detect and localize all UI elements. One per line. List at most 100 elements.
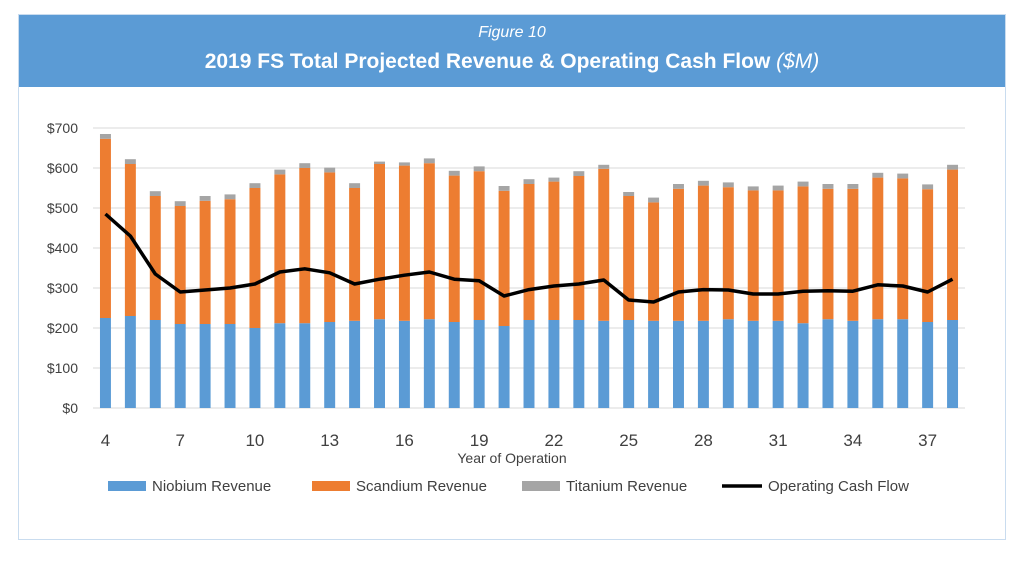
- bar-titanium-revenue: [249, 183, 261, 188]
- x-tick-label: 22: [544, 431, 563, 450]
- bar-scandium-revenue: [448, 175, 460, 322]
- bar-scandium-revenue: [747, 190, 759, 321]
- bar-scandium-revenue: [473, 171, 485, 320]
- bar-niobium-revenue: [174, 324, 186, 408]
- bar-scandium-revenue: [722, 187, 734, 320]
- bar-niobium-revenue: [697, 320, 709, 408]
- bar-niobium-revenue: [722, 319, 734, 408]
- bar-titanium-revenue: [548, 177, 560, 182]
- bar-titanium-revenue: [199, 196, 211, 201]
- bar-titanium-revenue: [623, 192, 635, 196]
- bar-titanium-revenue: [722, 182, 734, 188]
- bar-scandium-revenue: [897, 178, 909, 320]
- bar-scandium-revenue: [398, 165, 410, 321]
- bar-scandium-revenue: [797, 186, 809, 324]
- x-tick-label: 7: [175, 431, 184, 450]
- bar-scandium-revenue: [224, 199, 236, 324]
- x-tick-label: 34: [843, 431, 862, 450]
- bar-scandium-revenue: [548, 181, 560, 320]
- bar-niobium-revenue: [548, 320, 560, 408]
- bar-niobium-revenue: [398, 320, 410, 408]
- bar-niobium-revenue: [498, 326, 510, 408]
- bar-titanium-revenue: [498, 186, 510, 191]
- bar-titanium-revenue: [673, 184, 684, 189]
- bar-niobium-revenue: [374, 319, 385, 408]
- bar-niobium-revenue: [648, 320, 660, 408]
- bar-niobium-revenue: [897, 319, 909, 408]
- bar-niobium-revenue: [299, 323, 311, 408]
- bar-scandium-revenue: [149, 196, 161, 320]
- legend: Niobium Revenue Scandium Revenue Titanium …: [108, 478, 909, 495]
- bar-scandium-revenue: [374, 164, 385, 320]
- legend-item-operating-cash-flow: Operating Cash Flow: [722, 478, 909, 495]
- bar-titanium-revenue: [947, 164, 959, 170]
- bar-titanium-revenue: [897, 173, 909, 179]
- legend-swatch: [522, 481, 560, 491]
- bar-scandium-revenue: [847, 188, 859, 321]
- bar-scandium-revenue: [523, 184, 535, 320]
- bar-niobium-revenue: [249, 328, 261, 408]
- x-tick-label: 31: [769, 431, 788, 450]
- y-tick-label: $200: [47, 320, 78, 336]
- bar-titanium-revenue: [772, 185, 784, 191]
- bar-titanium-revenue: [423, 158, 435, 164]
- bar-titanium-revenue: [224, 194, 236, 200]
- bar-niobium-revenue: [149, 320, 161, 408]
- bar-titanium-revenue: [922, 184, 934, 190]
- bar-titanium-revenue: [124, 159, 136, 164]
- bar-titanium-revenue: [872, 172, 884, 178]
- x-tick-label: 16: [395, 431, 414, 450]
- bar-scandium-revenue: [648, 202, 660, 321]
- legend-label: Titanium Revenue: [566, 478, 687, 495]
- bar-scandium-revenue: [922, 189, 934, 322]
- bar-scandium-revenue: [598, 168, 610, 321]
- bar-scandium-revenue: [174, 206, 186, 324]
- x-axis-title: Year of Operation: [457, 450, 566, 466]
- bar-niobium-revenue: [199, 324, 211, 408]
- y-tick-label: $700: [47, 120, 78, 136]
- bar-scandium-revenue: [772, 190, 784, 321]
- legend-label: Niobium Revenue: [152, 478, 271, 495]
- chart-title: 2019 FS Total Projected Revenue & Operat…: [19, 50, 1005, 74]
- bar-scandium-revenue: [299, 168, 311, 324]
- operating-cash-flow-line: [104, 212, 954, 304]
- bar-niobium-revenue: [473, 320, 485, 408]
- bar-niobium-revenue: [324, 322, 336, 408]
- legend-item-titanium-revenue: Titanium Revenue: [522, 478, 687, 495]
- bar-niobium-revenue: [747, 320, 759, 408]
- x-tick-label: 4: [101, 431, 110, 450]
- x-tick-label: 13: [320, 431, 339, 450]
- bar-niobium-revenue: [349, 320, 361, 408]
- bar-scandium-revenue: [249, 188, 261, 328]
- bar-niobium-revenue: [822, 319, 834, 408]
- bar-titanium-revenue: [299, 163, 311, 168]
- bar-titanium-revenue: [473, 166, 485, 172]
- bar-niobium-revenue: [573, 320, 585, 408]
- bar-scandium-revenue: [199, 200, 211, 324]
- bar-titanium-revenue: [274, 169, 286, 175]
- chart-title-unit: ($M): [776, 50, 820, 73]
- bar-niobium-revenue: [847, 320, 859, 408]
- bar-titanium-revenue: [349, 183, 361, 188]
- y-tick-label: $0: [62, 400, 78, 416]
- x-axis-ticks: 4 7 10 13 16 19 22 25 28 31 34 37: [101, 431, 937, 450]
- bar-titanium-revenue: [398, 162, 410, 166]
- bar-titanium-revenue: [324, 167, 336, 173]
- legend-item-niobium-revenue: Niobium Revenue: [108, 478, 271, 495]
- chart-title-text: 2019 FS Total Projected Revenue & Operat…: [204, 50, 771, 73]
- bar-scandium-revenue: [872, 177, 884, 320]
- bar-scandium-revenue: [124, 164, 136, 316]
- legend-label: Operating Cash Flow: [768, 478, 909, 495]
- figure-header: Figure 10 2019 FS Total Projected Revenu…: [19, 15, 1005, 87]
- bar-scandium-revenue: [423, 163, 435, 320]
- legend-swatch: [108, 481, 146, 491]
- x-tick-label: 28: [694, 431, 713, 450]
- bar-scandium-revenue: [673, 188, 684, 321]
- bar-niobium-revenue: [99, 318, 111, 408]
- legend-swatch: [312, 481, 350, 491]
- bar-niobium-revenue: [872, 319, 884, 408]
- bar-titanium-revenue: [598, 164, 610, 169]
- bar-niobium-revenue: [598, 320, 610, 408]
- y-axis-ticks: $0 $100 $200 $300 $400 $500 $600 $700: [47, 120, 78, 416]
